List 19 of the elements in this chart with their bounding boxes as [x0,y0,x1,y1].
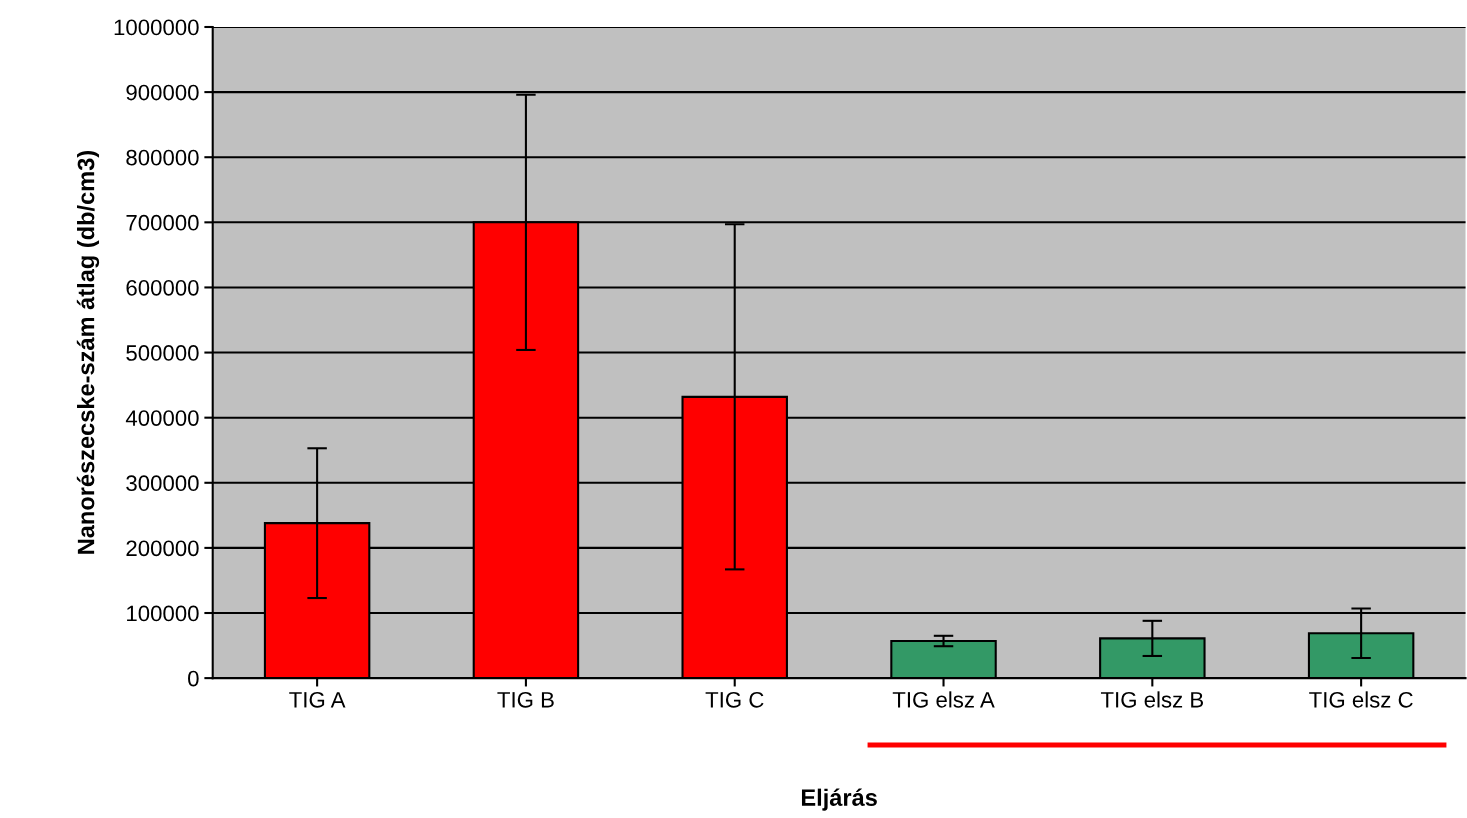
y-tick-label: 400000 [125,410,199,426]
y-tick-label: 1000000 [114,19,199,36]
y-tick-label: 700000 [126,214,199,231]
x-axis-title: Eljárás [801,788,877,811]
y-tick-label: 500000 [126,345,199,361]
x-tick-label: TIG elsz C [1309,691,1413,708]
y-tick-label: 0 [188,670,199,687]
x-tick-label: TIG B [497,691,554,708]
y-axis-title: Nanorészecske-szám átlag (db/cm3) [76,150,100,554]
y-tick-label: 800000 [126,149,199,166]
y-tick-label: 600000 [126,279,199,296]
y-tick-label: 300000 [126,475,199,492]
y-tick-label: 100000 [127,605,199,622]
y-tick-label: 200000 [126,540,199,557]
x-tick-label: TIG C [705,691,764,708]
x-tick-label: TIG A [289,691,346,708]
y-tick-label: 900000 [126,84,199,101]
x-tick-label: TIG elsz A [892,691,995,708]
x-tick-label: TIG elsz B [1100,691,1204,708]
